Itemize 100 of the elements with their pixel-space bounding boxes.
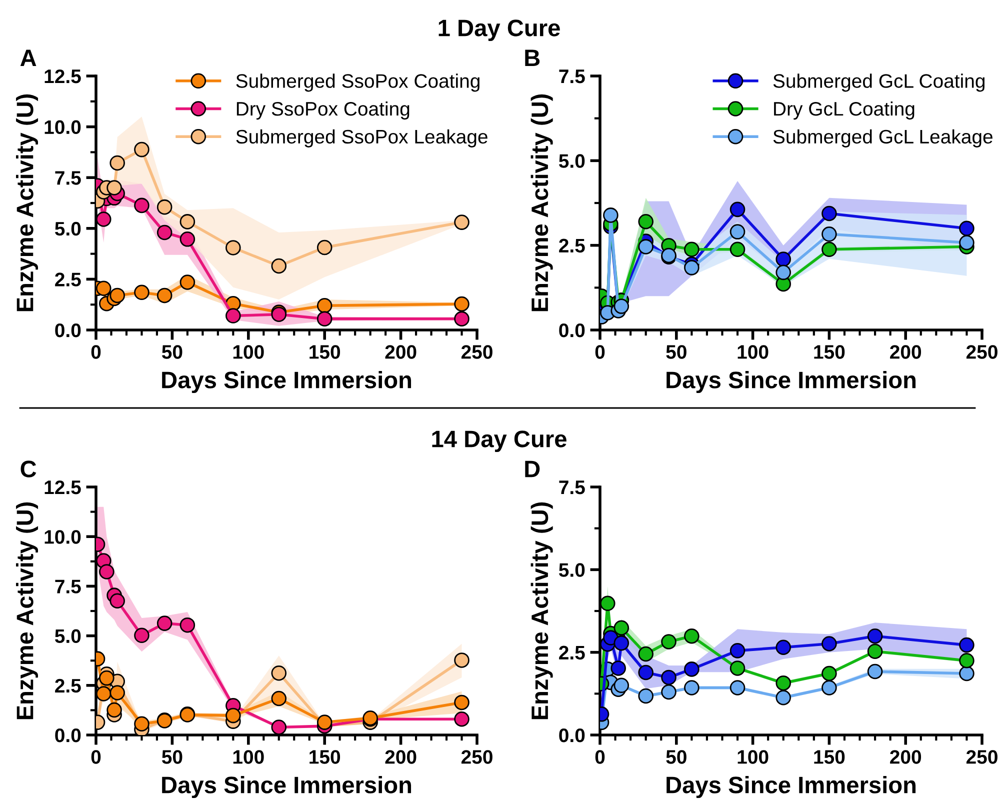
point bbox=[822, 666, 837, 682]
x-tick-label: 200 bbox=[890, 750, 922, 764]
point bbox=[271, 665, 287, 681]
point bbox=[454, 711, 470, 727]
y-tick-label: 5.0 bbox=[558, 563, 585, 577]
y-tick-label: 0.0 bbox=[559, 323, 585, 338]
point bbox=[603, 630, 618, 646]
point bbox=[134, 716, 150, 732]
point bbox=[661, 634, 676, 650]
point bbox=[96, 280, 112, 296]
point bbox=[959, 666, 974, 682]
point bbox=[661, 684, 676, 700]
point bbox=[638, 664, 654, 680]
x-tick-label: 100 bbox=[233, 345, 264, 359]
point bbox=[822, 206, 837, 222]
legend-label: Submerged GcL Coating bbox=[773, 74, 984, 92]
x-tick-label: 150 bbox=[310, 750, 340, 764]
x-tick-label: 250 bbox=[966, 345, 998, 359]
x-tick-label: 0 bbox=[91, 345, 101, 359]
point bbox=[730, 680, 746, 696]
x-tick-label: 150 bbox=[814, 750, 845, 764]
point bbox=[106, 180, 122, 196]
legend-label: Submerged SsoPox Leakage bbox=[236, 129, 488, 148]
point bbox=[730, 224, 746, 240]
point bbox=[603, 208, 618, 223]
point bbox=[776, 675, 791, 691]
point bbox=[614, 620, 630, 636]
y-tick-label: 2.5 bbox=[559, 646, 585, 660]
x-tick-label: 200 bbox=[385, 345, 416, 359]
point bbox=[867, 664, 883, 680]
point bbox=[180, 274, 196, 290]
x-tick-label: 50 bbox=[666, 750, 686, 764]
point bbox=[730, 242, 746, 258]
x-tick-label: 200 bbox=[385, 750, 416, 764]
point bbox=[156, 224, 172, 240]
y-tick-label: 5.0 bbox=[54, 629, 81, 644]
point bbox=[110, 155, 125, 171]
point bbox=[684, 260, 700, 276]
y-tick-label: 10.0 bbox=[44, 120, 81, 134]
y-tick-label: 12.5 bbox=[44, 480, 81, 494]
point bbox=[684, 680, 700, 696]
legend-label: Dry SsoPox Coating bbox=[236, 101, 410, 120]
point bbox=[156, 288, 172, 304]
y-tick-label: 10.0 bbox=[44, 530, 81, 544]
point bbox=[110, 685, 125, 700]
point bbox=[776, 264, 791, 280]
point bbox=[156, 199, 172, 215]
y-tick-label: 2.5 bbox=[559, 238, 585, 253]
point bbox=[614, 635, 630, 651]
point bbox=[822, 226, 837, 242]
legend-label: Submerged SsoPox Coating bbox=[236, 74, 480, 92]
x-axis-title: Days Since Immersion bbox=[162, 776, 412, 798]
x-tick-label: 0 bbox=[595, 345, 605, 359]
y-axis-title: Enzyme Activity (U) bbox=[530, 502, 553, 720]
point bbox=[959, 220, 974, 236]
point bbox=[156, 616, 172, 631]
x-axis-title: Days Since Immersion bbox=[666, 371, 916, 394]
point bbox=[180, 232, 196, 247]
legend-label: Dry GcL Coating bbox=[774, 101, 914, 120]
x-tick-label: 250 bbox=[461, 345, 492, 359]
point bbox=[638, 214, 654, 230]
x-tick-label: 250 bbox=[966, 750, 998, 764]
point bbox=[454, 214, 470, 230]
point bbox=[867, 644, 883, 659]
y-tick-label: 5.0 bbox=[558, 154, 585, 168]
x-tick-label: 50 bbox=[162, 345, 182, 359]
point bbox=[638, 239, 654, 254]
point bbox=[271, 690, 287, 706]
text: 14 Day Cure bbox=[432, 430, 566, 452]
point bbox=[180, 214, 196, 230]
point bbox=[684, 242, 700, 258]
point bbox=[96, 212, 112, 227]
chart-title: C bbox=[20, 460, 36, 478]
y-axis-title: Enzyme Activity (U) bbox=[530, 94, 553, 312]
point bbox=[226, 308, 241, 324]
point bbox=[99, 670, 114, 686]
y-axis-title: Enzyme Activity (U) bbox=[16, 94, 38, 312]
point bbox=[106, 702, 122, 718]
point bbox=[271, 258, 287, 274]
point bbox=[454, 694, 470, 710]
point bbox=[822, 636, 837, 652]
point bbox=[134, 628, 150, 644]
chart-title: B bbox=[525, 50, 540, 66]
x-axis-title: Days Since Immersion bbox=[666, 776, 916, 798]
point bbox=[638, 646, 654, 662]
point bbox=[867, 628, 883, 644]
legend-label: Submerged GcL Leakage bbox=[773, 129, 992, 148]
point bbox=[822, 680, 837, 696]
x-tick-label: 0 bbox=[91, 750, 101, 764]
point bbox=[271, 720, 287, 735]
point bbox=[610, 660, 626, 676]
point bbox=[614, 298, 630, 314]
y-tick-label: 7.5 bbox=[559, 480, 585, 494]
x-tick-label: 50 bbox=[162, 750, 182, 764]
point bbox=[614, 678, 630, 694]
x-tick-label: 100 bbox=[738, 345, 768, 359]
point bbox=[730, 202, 746, 218]
point bbox=[684, 662, 700, 677]
point bbox=[776, 690, 791, 706]
point bbox=[776, 252, 791, 267]
